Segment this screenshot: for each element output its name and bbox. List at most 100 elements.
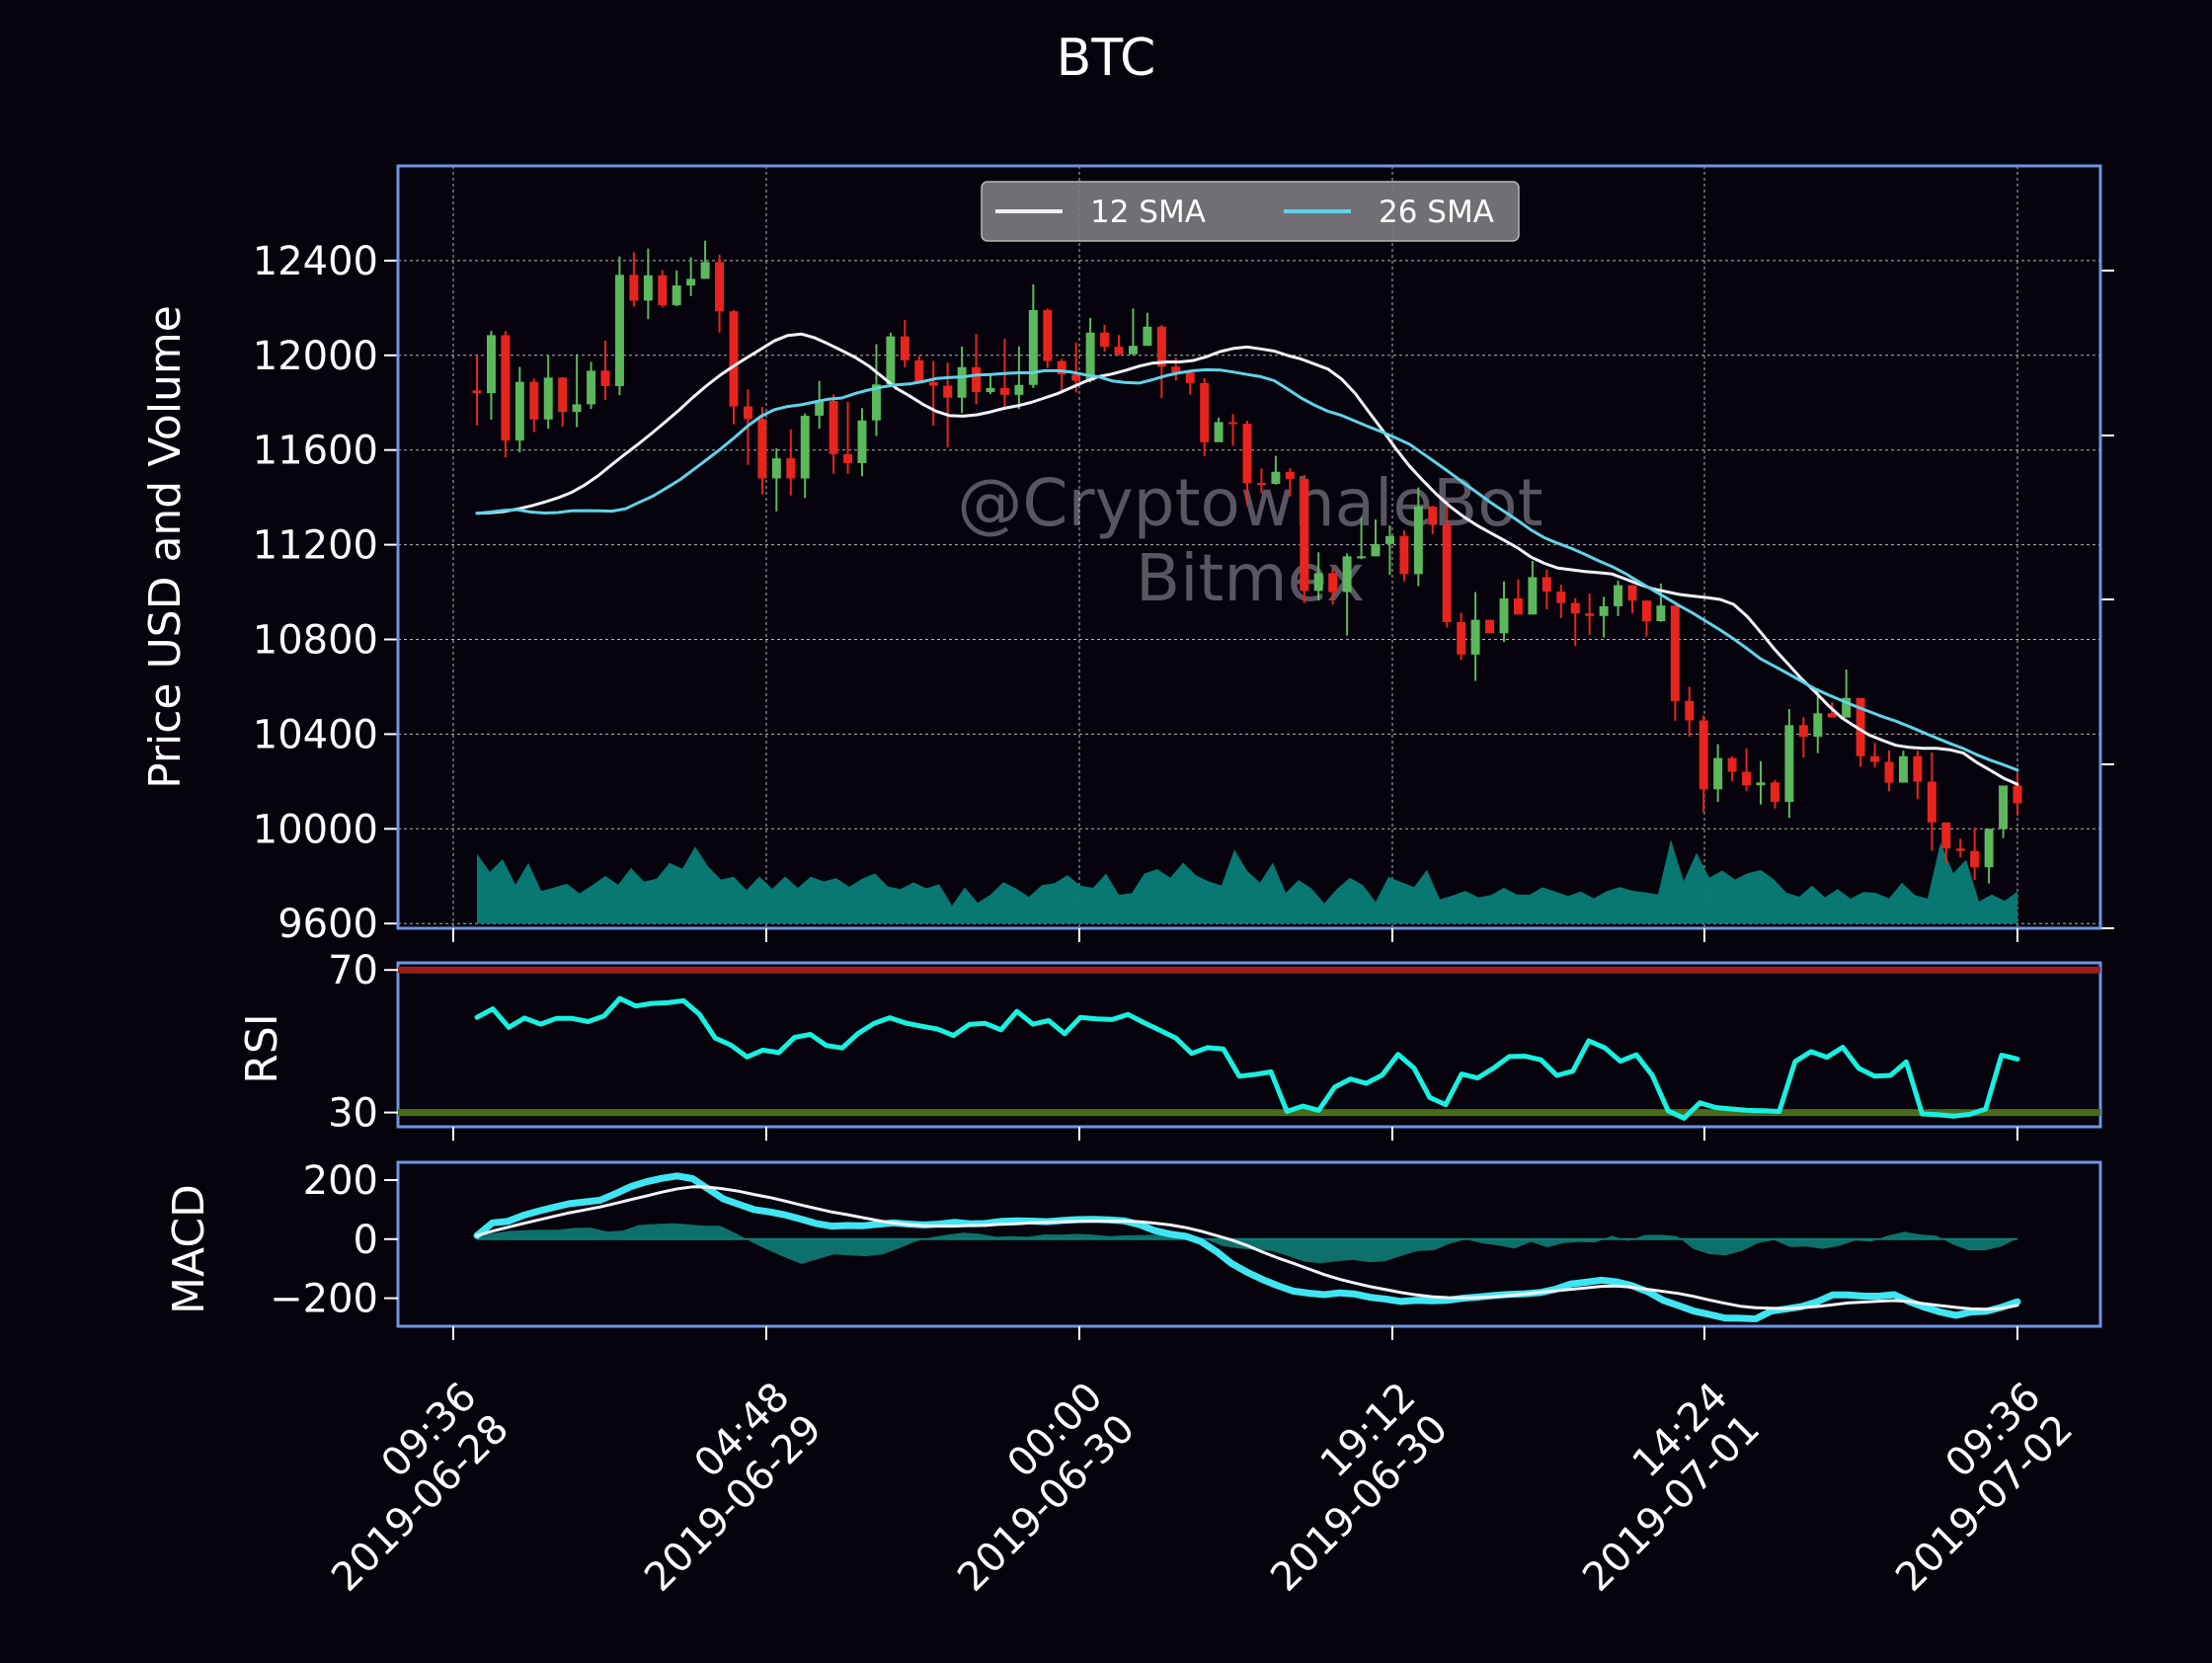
candle [757, 407, 767, 495]
candle-body [1599, 605, 1609, 616]
candle [1970, 827, 1980, 881]
candle [1384, 524, 1394, 576]
candle [1570, 597, 1580, 647]
candle [1143, 312, 1152, 347]
candle-body [1499, 598, 1509, 634]
candle [1300, 474, 1309, 603]
sma12-line [475, 332, 2019, 786]
candle [1913, 750, 1923, 800]
candle-body [1698, 720, 1708, 790]
candle [572, 354, 582, 428]
candle [771, 448, 781, 512]
candle [1742, 748, 1752, 791]
candle [1485, 619, 1495, 634]
candle-body [686, 278, 696, 286]
candle [1357, 517, 1367, 560]
candle-body [1200, 382, 1210, 442]
candle [843, 402, 853, 474]
candle-body [1256, 483, 1266, 486]
candle-body [587, 370, 596, 405]
candle [871, 344, 881, 436]
candle [514, 366, 524, 453]
candle-body [1285, 471, 1295, 479]
candle [543, 355, 553, 430]
candle-body [715, 262, 725, 312]
legend: 12 SMA 26 SMA [981, 181, 1520, 242]
price-y-tick-label: 10800 [253, 618, 378, 664]
candle [928, 360, 938, 427]
candle [1513, 579, 1523, 615]
candle [1999, 785, 2009, 838]
candle [815, 380, 825, 430]
candle [600, 340, 610, 400]
candle [715, 254, 725, 333]
candle-body [1100, 332, 1110, 348]
candle-body [1485, 619, 1495, 634]
candle [1371, 518, 1381, 557]
candle [1585, 593, 1595, 635]
candle [1428, 506, 1438, 534]
candle-body [1057, 360, 1066, 375]
candle [1085, 317, 1095, 383]
candle-body [558, 377, 568, 413]
candle [2013, 772, 2022, 816]
candle-body [486, 335, 496, 394]
rsi-panel: 30 70 RSI [237, 948, 2102, 1137]
candle-body [1357, 556, 1367, 559]
candle-body [1442, 524, 1452, 623]
candle [700, 240, 710, 279]
candle-body [1798, 725, 1808, 738]
macd-line [473, 1172, 2021, 1322]
candle [1541, 569, 1551, 609]
candle-body [501, 335, 511, 441]
candle [1756, 760, 1766, 805]
candle-body [1328, 573, 1338, 593]
candle-body [815, 401, 825, 416]
candle-body [543, 377, 553, 420]
candle-body [986, 387, 995, 392]
candle-body [1242, 424, 1252, 484]
candle-body [914, 359, 924, 382]
candle [1941, 822, 1951, 864]
rsi-y-tick-label: 70 [328, 948, 378, 993]
candle [1784, 708, 1794, 819]
volume-area [477, 839, 2017, 924]
candle-body [1842, 697, 1852, 718]
candle-body [800, 415, 810, 479]
candle-body [1300, 478, 1309, 592]
candle-body [757, 419, 767, 479]
candle-body [1641, 600, 1651, 622]
candle-body [1399, 535, 1409, 575]
candle-body [1685, 700, 1695, 721]
candle [558, 377, 568, 427]
macd-signal-line [475, 1185, 2019, 1311]
candle [1927, 752, 1936, 851]
candle-body [771, 458, 781, 479]
candle-body [629, 275, 639, 301]
candle-body [1156, 326, 1166, 367]
candle-body [1756, 782, 1766, 786]
candle-body [843, 453, 853, 463]
legend-label-sma12: 12 SMA [1090, 195, 1206, 230]
candle-body [928, 381, 938, 386]
candle [1528, 560, 1538, 615]
candle [914, 356, 924, 384]
candle-body [672, 285, 681, 305]
candle [1727, 755, 1737, 781]
price-y-tick-label: 12400 [253, 239, 378, 284]
candle-body [1627, 585, 1637, 601]
candle [1128, 308, 1138, 355]
candle-body [1770, 782, 1779, 802]
candle-body [1171, 366, 1181, 373]
price-panel: 9600 10000 10400 10800 11200 11600 12000 12400 P… [140, 164, 2114, 947]
legend-label-sma26: 26 SMA [1379, 195, 1494, 230]
candle-body [1014, 384, 1024, 395]
candle-body [1913, 755, 1923, 782]
candle [1984, 829, 1994, 884]
candle [1798, 717, 1808, 758]
price-y-tick-label: 10400 [253, 712, 378, 757]
candle-body [1384, 535, 1394, 544]
candle [658, 270, 668, 308]
